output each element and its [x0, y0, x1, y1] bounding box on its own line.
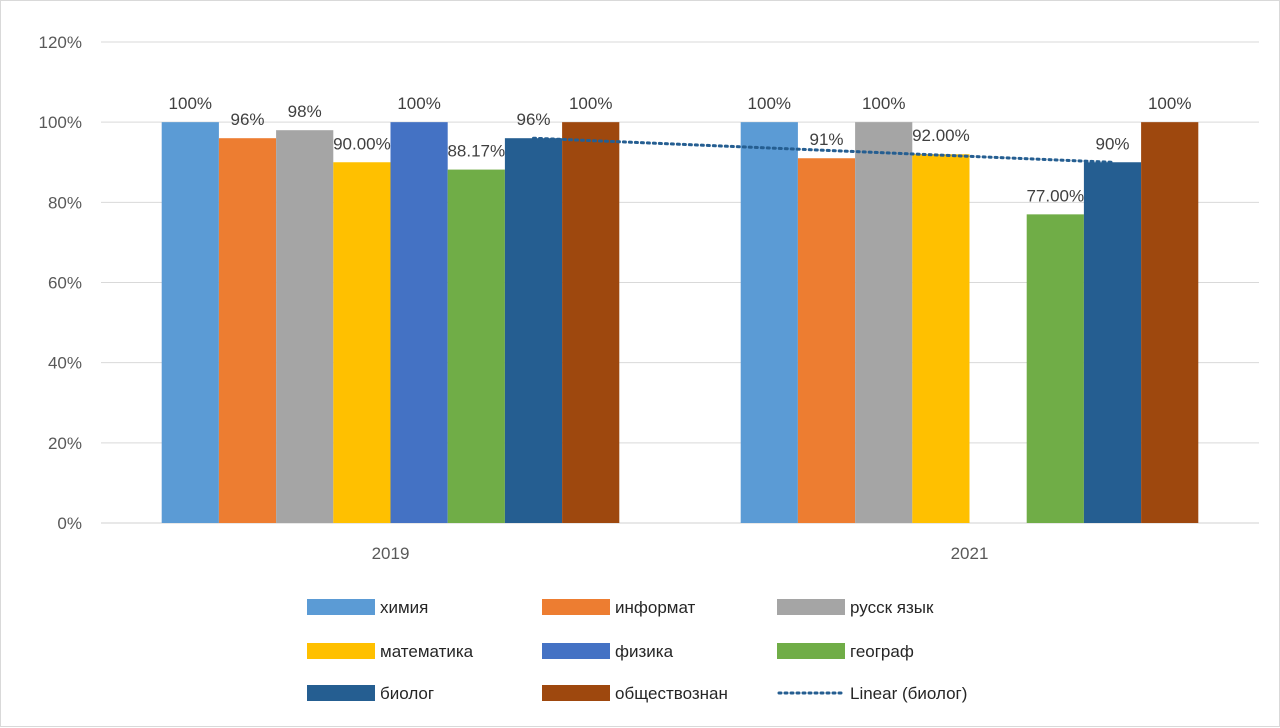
- data-label: 100%: [169, 94, 212, 113]
- data-labels: 100% 96% 98% 90.00% 100% 88.17% 96% 100% 100% 91%…: [169, 94, 1192, 205]
- legend-label: информат: [615, 598, 696, 617]
- bar: [447, 169, 505, 523]
- bar: [855, 122, 913, 524]
- bars: [161, 122, 1199, 524]
- bar: [912, 154, 970, 523]
- legend-item: географ: [777, 642, 914, 661]
- data-label: 90.00%: [333, 134, 391, 153]
- y-tick-label: 100%: [39, 113, 82, 132]
- bar: [797, 158, 856, 523]
- trendline: [532, 136, 1114, 164]
- legend-label: химия: [380, 598, 428, 617]
- bar: [504, 138, 563, 523]
- y-tick-label: 60%: [48, 274, 82, 293]
- data-label: 98%: [288, 102, 322, 121]
- y-tick-label: 20%: [48, 434, 82, 453]
- legend-swatch: [777, 599, 845, 615]
- legend-swatch: [307, 599, 375, 615]
- data-label: 100%: [397, 94, 440, 113]
- legend-item: физика: [542, 642, 674, 661]
- bar: [1141, 122, 1199, 524]
- bar: [1026, 214, 1084, 523]
- legend-item: Linear (биолог): [777, 684, 967, 703]
- legend-label: обществознан: [615, 684, 728, 703]
- legend-swatch: [777, 643, 845, 659]
- bar: [562, 122, 620, 524]
- legend-label: Linear (биолог): [850, 684, 967, 703]
- bar: [218, 138, 277, 523]
- trendline-line: [532, 136, 1114, 164]
- legend-label: географ: [850, 642, 914, 661]
- bar: [333, 162, 391, 523]
- legend-label: математика: [380, 642, 474, 661]
- data-label: 100%: [748, 94, 791, 113]
- legend-item: обществознан: [542, 684, 728, 703]
- legend-swatch: [542, 599, 610, 615]
- bar: [276, 130, 334, 523]
- legend-swatch: [307, 643, 375, 659]
- x-tick-label: 2021: [951, 544, 989, 563]
- legend: химия информат русск язык математика физика г…: [307, 598, 967, 703]
- legend-label: физика: [615, 642, 674, 661]
- legend-swatch: [307, 685, 375, 701]
- y-tick-label: 80%: [48, 193, 82, 212]
- data-label: 90%: [1095, 134, 1129, 153]
- legend-label: биолог: [380, 684, 434, 703]
- data-label: 96%: [516, 110, 550, 129]
- y-axis-tick-labels: 0% 20% 40% 60% 80% 100% 120%: [39, 33, 82, 533]
- data-label: 100%: [862, 94, 905, 113]
- legend-item: химия: [307, 598, 428, 617]
- legend-item: биолог: [307, 684, 434, 703]
- y-tick-label: 0%: [57, 514, 82, 533]
- legend-swatch: [542, 643, 610, 659]
- legend-item: русск язык: [777, 598, 934, 617]
- data-label: 77.00%: [1026, 186, 1084, 205]
- data-label: 100%: [1148, 94, 1191, 113]
- bar: [390, 122, 448, 524]
- bar: [161, 122, 219, 524]
- legend-label: русск язык: [850, 598, 934, 617]
- y-tick-label: 40%: [48, 354, 82, 373]
- x-tick-label: 2019: [372, 544, 410, 563]
- legend-swatch: [542, 685, 610, 701]
- bar: [740, 122, 798, 524]
- legend-item: информат: [542, 598, 696, 617]
- data-label: 96%: [230, 110, 264, 129]
- legend-item: математика: [307, 642, 474, 661]
- y-tick-label: 120%: [39, 33, 82, 52]
- data-label: 91%: [809, 130, 843, 149]
- data-label: 88.17%: [447, 142, 505, 161]
- data-label: 92.00%: [912, 126, 970, 145]
- bar: [1083, 162, 1142, 523]
- x-axis-tick-labels: 2019 2021: [372, 544, 989, 563]
- data-label: 100%: [569, 94, 612, 113]
